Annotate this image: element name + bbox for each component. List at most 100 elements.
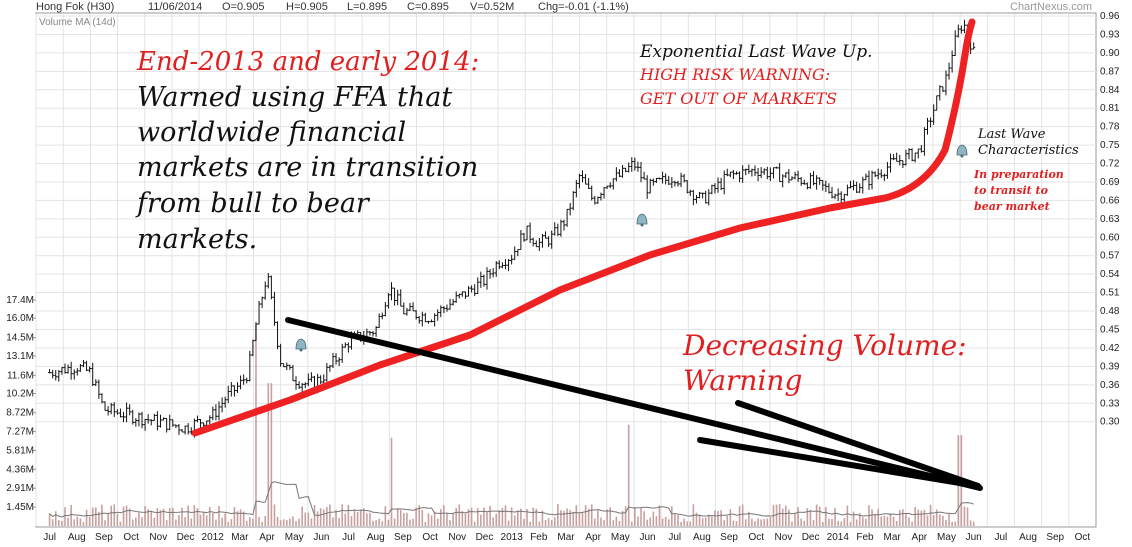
volume-bar <box>775 504 778 526</box>
volume-bar <box>492 517 494 526</box>
volume-bar <box>381 521 384 526</box>
x-tick-label: Jul <box>43 532 56 543</box>
volume-bar <box>766 518 769 526</box>
volume-bar <box>843 518 846 526</box>
volume-bar <box>858 513 861 526</box>
volume-bar <box>443 505 445 526</box>
volume-bar <box>902 509 904 526</box>
volume-bar <box>828 518 830 526</box>
volume-bar <box>655 516 658 526</box>
volume-bar <box>289 518 291 526</box>
volume-bar <box>714 510 716 526</box>
volume-bar <box>886 516 889 526</box>
volume-bar <box>175 519 177 526</box>
volume-bar <box>412 518 414 526</box>
volume-bar <box>507 520 510 526</box>
volume-bar <box>837 520 839 526</box>
volume-bar <box>581 512 584 526</box>
price-tick-label: 0.57 <box>1100 251 1120 262</box>
volume-bar <box>935 509 938 526</box>
volume-bar <box>532 507 535 526</box>
volume-bar <box>233 507 236 526</box>
volume-bar <box>230 519 233 526</box>
volume-bar <box>252 518 254 526</box>
price-tick-label: 0.72 <box>1100 159 1120 170</box>
volume-bar <box>273 504 276 526</box>
x-tick-label: Oct <box>422 532 438 543</box>
volume-bar <box>347 504 350 526</box>
last-wave-line-1: Last Wave <box>977 127 1046 142</box>
volume-bar <box>449 520 451 526</box>
volume-bar <box>249 517 251 526</box>
volume-bar <box>707 514 710 526</box>
x-tick-label: Dec <box>476 532 494 543</box>
volume-bar <box>948 514 950 526</box>
volume-bar <box>298 518 300 526</box>
volume-bar <box>615 516 618 526</box>
volume-bar <box>939 514 941 526</box>
volume-bar <box>270 383 273 526</box>
decreasing-volume-line-2: Warning <box>683 364 802 397</box>
volume-bar <box>79 518 82 526</box>
alert-bell-icon <box>295 338 307 352</box>
volume-bar <box>264 515 267 526</box>
alert-bell-icon <box>956 144 968 158</box>
volume-bar <box>932 515 935 526</box>
volume-bar <box>168 508 171 526</box>
x-tick-label: Oct <box>748 532 764 543</box>
volume-bar <box>54 511 57 526</box>
volume-bar <box>865 518 867 526</box>
price-tick-label: 0.63 <box>1100 214 1120 225</box>
volume-bar <box>612 520 615 526</box>
volume-bar <box>557 504 559 526</box>
volume-bar <box>634 506 636 526</box>
volume-bar <box>945 520 947 526</box>
volume-bar <box>304 512 307 526</box>
volume-bar <box>110 505 112 526</box>
volume-bar <box>88 517 91 526</box>
volume-bar <box>116 513 119 526</box>
x-tick-label: Feb <box>856 532 874 543</box>
volume-bar <box>630 521 633 526</box>
volume-bar <box>255 324 257 526</box>
volume-bar <box>834 507 836 526</box>
volume-bar <box>504 505 507 526</box>
volume-bar <box>172 507 174 526</box>
volume-bar <box>387 519 390 526</box>
volume-bar <box>754 521 756 526</box>
volume-bar <box>242 511 245 526</box>
volume-bar <box>329 504 331 526</box>
volume-bar <box>643 511 645 526</box>
volume-bar <box>584 505 587 526</box>
open-label: O=0.905 <box>222 1 265 13</box>
volume-bar <box>476 508 479 526</box>
volume-bar <box>153 517 156 526</box>
volume-bar <box>606 509 608 526</box>
price-candles <box>48 19 976 438</box>
x-tick-label: Jul <box>342 532 355 543</box>
price-tick-label: 0.36 <box>1100 380 1120 391</box>
volume-bar <box>446 513 448 526</box>
volume-bar <box>64 507 66 526</box>
volume-bar <box>473 521 476 526</box>
volume-bar <box>396 508 399 526</box>
volume-bar <box>279 520 282 526</box>
volume-bar <box>757 518 759 526</box>
volume-bar <box>877 508 880 526</box>
volume-bar <box>649 517 652 526</box>
volume-bar <box>852 511 855 526</box>
volume-bar <box>597 510 599 526</box>
date-label: 11/06/2014 <box>148 1 202 13</box>
volume-bar <box>646 519 648 526</box>
x-tick-label: Dec <box>177 532 195 543</box>
low-label: L=0.895 <box>347 1 387 13</box>
volume-bar <box>292 516 294 526</box>
volume-bar <box>375 520 377 526</box>
prep-line-2: to transit to <box>974 184 1048 197</box>
volume-bar <box>523 518 525 526</box>
intro-line-5: markets. <box>137 224 257 255</box>
volume-bar <box>224 513 226 526</box>
price-tick-label: 0.66 <box>1100 195 1120 206</box>
volume-bar <box>51 519 54 526</box>
volume-bar <box>849 522 852 526</box>
